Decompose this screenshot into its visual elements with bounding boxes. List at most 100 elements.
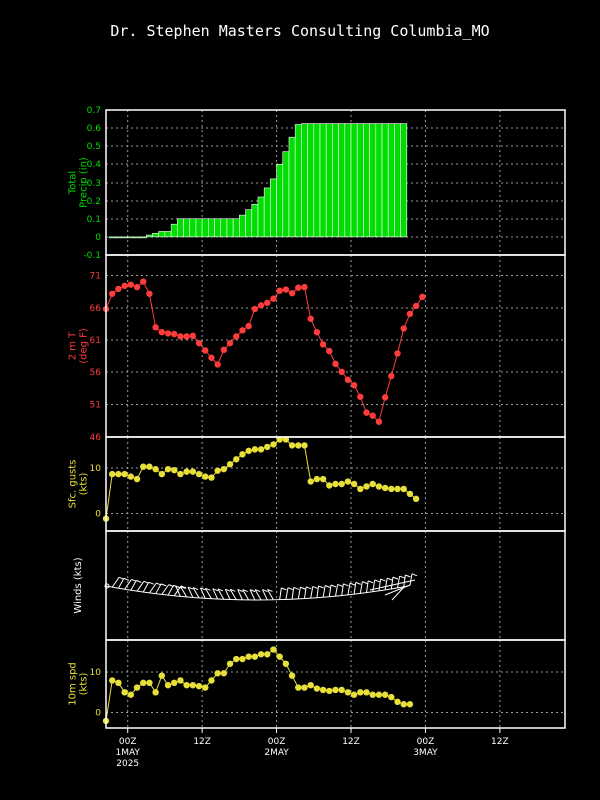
data-point [202,347,209,354]
wind-barb [353,582,357,595]
data-point [127,281,135,288]
wind-barb [409,573,413,586]
data-point [183,333,190,340]
data-point [301,442,308,449]
data-point [301,283,308,291]
y-tick-label: 0.1 [87,215,101,225]
data-point [295,684,302,691]
precip-bar [220,218,228,238]
y-axis-label-line: Precip (in) [79,157,90,208]
y-axis-label-line: (deg F) [79,328,90,364]
precip-bar [195,218,203,238]
precip-bar [177,218,184,238]
data-point [381,394,389,401]
panels-group: 0.7 0.6 0.5 0.4 0.3 0.2 0.1 0 -0.1 TotalPrecip (i… [68,106,566,729]
y-tick-label: 61 [90,336,101,346]
data-point [214,670,221,677]
data-point [195,339,203,347]
data-point [313,328,321,336]
data-point [189,332,197,340]
y-axis-label-line: Sfc. gusts [68,460,79,509]
data-point [394,485,401,493]
precip-bar [133,236,141,239]
y-tick-label: 0.7 [87,106,101,116]
y-axis-label: Winds (kts) [73,557,84,613]
data-point [233,456,240,463]
data-point [388,372,395,380]
y-tick-label: 0.5 [87,142,101,152]
data-point [226,660,234,667]
wind-barb-flag [281,587,287,591]
wind-baseline [105,585,409,601]
data-point [307,478,314,485]
data-point [202,473,209,480]
data-point [400,485,407,493]
data-point [226,461,234,468]
data-point [344,478,352,485]
wind-barb [335,584,339,597]
data-point [332,686,339,694]
data-point [127,473,135,480]
data-point [115,285,122,293]
data-point [344,376,352,383]
data-point [326,482,333,489]
data-point [288,672,296,679]
wind-barb [378,578,382,591]
y-axis-label: Sfc. gusts(kts) [68,460,90,509]
data-point [375,483,383,490]
data-point [257,446,265,453]
wind-barb [267,589,274,601]
data-point [183,681,190,689]
data-point [307,315,314,322]
data-point [332,480,339,488]
y-axis-label-line: (kts) [79,673,90,696]
data-point [220,670,228,677]
data-point [276,653,283,660]
wind-barb-flag [293,586,299,590]
data-point [270,646,277,653]
wind-barb-flag [192,587,199,591]
wind-barb [242,589,250,601]
data-point [406,490,414,498]
data-point [239,655,246,663]
wind-barb [359,581,363,594]
wind-barb [192,587,200,599]
wind-barb [310,586,314,599]
wind-barb-flag [318,585,324,589]
panel-frame [105,639,566,729]
y-axis-label-line: Winds (kts) [73,557,84,613]
data-point [152,465,159,473]
data-point [406,701,414,708]
data-point [171,330,178,338]
data-point [412,495,420,503]
data-point [257,651,265,658]
data-point [208,354,215,361]
y-tick-label: 0 [95,709,101,719]
data-point [264,443,271,451]
data-point [195,470,203,478]
wind-barb [384,584,411,596]
data-point [295,284,302,291]
wind-barb-flag [305,586,312,590]
data-point [295,442,302,449]
data-point [152,689,159,696]
data-point [412,302,420,310]
data-point [214,361,221,368]
data-point [251,305,259,313]
wind-barb-flag [123,577,130,581]
y-axis-label-line: Total [68,171,79,195]
data-point [121,470,128,478]
data-point [332,360,339,368]
data-point [121,689,128,696]
precip-bar [232,218,240,238]
wind-barb [316,585,320,598]
data-point [214,467,221,474]
data-point [282,436,290,443]
data-point [239,451,246,458]
wind-barb-flag [337,583,343,587]
panel-3: 10 0 Sfc. gusts(kts) [68,436,566,532]
wind-barb-flag [230,588,236,592]
data-point [400,325,407,332]
data-point [220,346,228,354]
wind-barb [291,587,295,600]
